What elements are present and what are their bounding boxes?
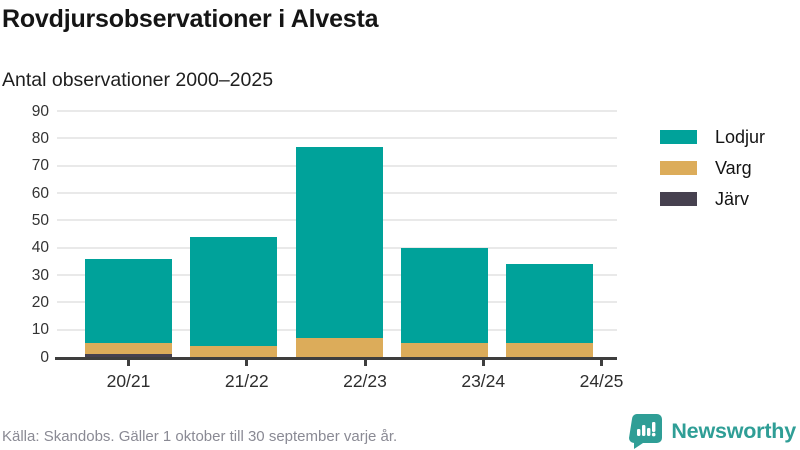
- x-cell-21/22: 21/22: [203, 360, 290, 392]
- y-axis-labels: 0 10 20 30 40 50 60 70 80 90: [0, 103, 49, 364]
- legend-swatch: [660, 192, 697, 206]
- legend-label: Varg: [715, 158, 752, 178]
- x-axis: 20/21 21/22 22/23 23/24 24/25: [57, 360, 669, 392]
- bar-segment-lodjur-24/25: [506, 264, 593, 344]
- y-tick-label-30: 30: [31, 266, 49, 284]
- y-tick-label-90: 90: [31, 102, 49, 120]
- y-tick-label-20: 20: [31, 293, 49, 311]
- brand-name: Newsworthy: [671, 418, 796, 443]
- bar-segment-varg-23/24: [400, 343, 488, 357]
- x-tick: [363, 360, 367, 366]
- y-tick-label-60: 60: [31, 184, 49, 202]
- source-note: Källa: Skandobs. Gäller 1 oktober till 3…: [2, 428, 398, 445]
- legend-label: Järv: [715, 189, 750, 209]
- x-tick: [600, 360, 603, 366]
- bar-segment-lodjur-20/21: [85, 258, 172, 344]
- page-subtitle: Antal observationer 2000–2025: [2, 69, 274, 91]
- gridline-90: [57, 110, 617, 112]
- bar-21/22: [190, 236, 278, 357]
- x-tick-label: 24/25: [579, 371, 624, 391]
- bar-segment-lodjur-23/24: [400, 247, 488, 344]
- legend-swatch: [660, 130, 697, 144]
- newsworthy-chart-bubble-icon: [629, 414, 663, 449]
- bar-group: [57, 111, 617, 357]
- x-cell-23/24: 23/24: [440, 360, 527, 392]
- x-tick-label: 20/21: [106, 371, 151, 391]
- x-tick-label: 21/22: [224, 371, 269, 391]
- bar-segment-järv-20/21: [85, 354, 172, 357]
- bar-24/25: [506, 264, 593, 357]
- x-tick-label: 23/24: [461, 371, 506, 391]
- y-tick-label-10: 10: [31, 320, 49, 338]
- y-tick-label-70: 70: [31, 156, 49, 174]
- bar-segment-varg-22/23: [295, 337, 383, 357]
- x-tick: [127, 360, 130, 366]
- legend-item-lodjur: Lodjur: [660, 128, 765, 146]
- page-title: Rovdjursobservationer i Alvesta: [2, 5, 379, 33]
- x-cell-24/25: 24/25: [558, 360, 645, 392]
- legend-swatch: [660, 161, 697, 175]
- y-tick-label-0: 0: [40, 348, 49, 366]
- bar-segment-lodjur-21/22: [190, 236, 278, 347]
- y-tick-label-80: 80: [31, 129, 49, 147]
- x-axis-line: [55, 357, 617, 360]
- bar-20/21: [85, 258, 172, 357]
- bar-23/24: [400, 247, 488, 357]
- y-tick-label-50: 50: [31, 211, 49, 229]
- mini-bar-chart-glyph: [637, 422, 656, 437]
- bar-segment-varg-21/22: [190, 346, 278, 357]
- legend: Lodjur Varg Järv: [660, 128, 765, 221]
- bar-segment-lodjur-22/23: [295, 146, 383, 338]
- bar-segment-varg-20/21: [85, 343, 172, 355]
- x-tick: [481, 360, 485, 366]
- x-cell-20/21: 20/21: [85, 360, 172, 392]
- plot-area: [55, 110, 617, 360]
- brand-logo: Newsworthy: [629, 413, 796, 449]
- y-tick-label-40: 40: [31, 238, 49, 256]
- legend-item-järv: Järv: [660, 190, 765, 208]
- x-tick: [245, 360, 249, 366]
- gridline-80: [57, 137, 617, 140]
- x-tick-label: 22/23: [343, 371, 387, 391]
- legend-label: Lodjur: [715, 127, 766, 147]
- bar-22/23: [295, 146, 383, 357]
- x-cell-22/23: 22/23: [322, 360, 409, 392]
- legend-item-varg: Varg: [660, 159, 765, 177]
- bar-segment-varg-24/25: [506, 343, 593, 357]
- speech-bubble-shape: [629, 414, 663, 449]
